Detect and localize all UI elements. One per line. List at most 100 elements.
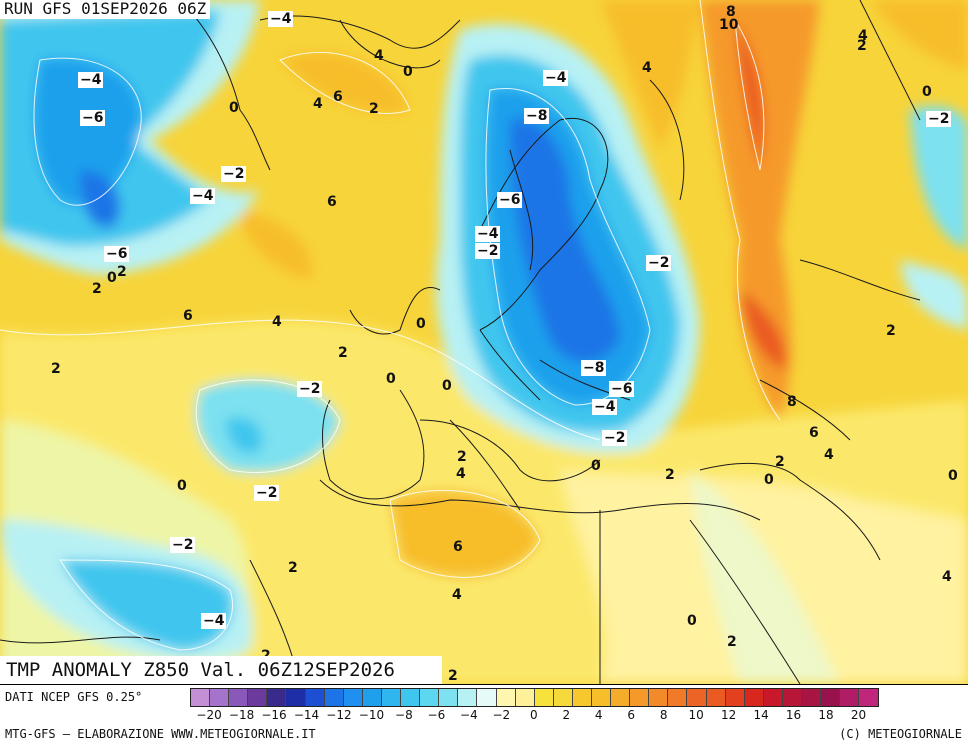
scale-tick: 8 xyxy=(659,708,668,722)
scale-swatch xyxy=(706,689,726,706)
contour-label: −6 xyxy=(104,246,130,262)
contour-label: 0 xyxy=(764,472,774,488)
scale-swatch xyxy=(591,689,612,706)
color-scale xyxy=(190,688,880,707)
scale-swatch xyxy=(439,689,459,706)
contour-label: 0 xyxy=(386,371,396,387)
contour-label: 4 xyxy=(858,28,868,44)
scale-swatch xyxy=(401,689,421,706)
scale-swatch xyxy=(782,689,802,706)
contour-label: −4 xyxy=(475,226,501,242)
scale-tick: 0 xyxy=(529,708,538,722)
contour-label: 2 xyxy=(51,361,61,377)
contour-label: 0 xyxy=(416,316,426,332)
scale-tick: −20 xyxy=(196,708,222,722)
contour-label: 2 xyxy=(369,101,379,117)
scale-ticks: −20 −18 −16 −14 −12 −10 −8 −6 −4 −2 0 2 4 6 8 10 12 14 16 1… xyxy=(190,708,966,724)
contour-label: 0 xyxy=(591,458,601,474)
scale-swatch xyxy=(840,689,860,706)
contour-label: 0 xyxy=(177,478,187,494)
contour-label: 6 xyxy=(183,308,193,324)
scale-tick: −4 xyxy=(460,708,478,722)
anomaly-map: −4 8 10 4 2 −4 4 0 −4 4 6 4 2 0 0 −6 −8 −2 −2 −4 6 −6 −4 −2 −6 0 2… xyxy=(0,0,968,684)
contour-label: 2 xyxy=(457,449,467,465)
scale-tick: 12 xyxy=(720,708,737,722)
contour-label: −2 xyxy=(602,430,628,446)
contour-label: 8 xyxy=(787,394,797,410)
contour-label: −4 xyxy=(268,11,294,27)
scale-tick: 14 xyxy=(753,708,769,722)
scale-swatch xyxy=(229,689,249,706)
contour-label: 6 xyxy=(809,425,819,441)
scale-swatch xyxy=(802,689,822,706)
contour-label: −2 xyxy=(646,255,672,271)
scale-tick: 10 xyxy=(688,708,704,722)
scale-swatch xyxy=(420,689,440,706)
scale-swatch xyxy=(496,689,516,706)
scale-tick: 20 xyxy=(850,708,867,722)
scale-swatch xyxy=(458,689,478,706)
contour-label: −2 xyxy=(170,537,196,553)
scale-tick: −18 xyxy=(228,708,255,722)
contour-label: 8 xyxy=(726,4,736,20)
contour-label: 2 xyxy=(448,668,458,684)
legend-footer: DATI NCEP GFS 0.25° −20 −18 −16 −14 −12 −10 −8… xyxy=(0,684,968,746)
contour-label: 0 xyxy=(922,84,932,100)
contour-label: −8 xyxy=(581,360,607,376)
scale-swatch xyxy=(687,689,707,706)
contour-label: 4 xyxy=(824,447,834,463)
contour-label: 0 xyxy=(229,100,239,116)
data-source: DATI NCEP GFS 0.25° xyxy=(5,690,143,704)
scale-swatch xyxy=(821,689,841,706)
scale-tick: 18 xyxy=(818,708,834,722)
scale-tick: −6 xyxy=(427,708,446,722)
scale-swatch xyxy=(362,689,382,706)
contour-label: 0 xyxy=(948,468,958,484)
contour-label: 10 xyxy=(719,17,739,33)
contour-label: 2 xyxy=(288,560,298,576)
contour-label: −2 xyxy=(254,485,280,501)
scale-swatch xyxy=(534,689,554,706)
credit-text: MTG-GFS — ELABORAZIONE WWW.METEOGIORNALE… xyxy=(5,727,316,741)
scale-swatch xyxy=(324,689,344,706)
scale-swatch xyxy=(611,689,631,706)
scale-swatch xyxy=(477,689,497,706)
scale-swatch xyxy=(248,689,268,706)
scale-tick: −14 xyxy=(293,708,320,722)
scale-tick: 2 xyxy=(562,708,571,722)
scale-tick: −16 xyxy=(261,708,287,722)
contour-label: 6 xyxy=(453,539,463,555)
contour-label: −6 xyxy=(609,381,635,397)
contour-label: 2 xyxy=(338,345,348,361)
contour-label: 4 xyxy=(272,314,282,330)
contour-label: 0 xyxy=(403,64,413,80)
contour-label: 0 xyxy=(442,378,452,394)
scale-swatch xyxy=(305,689,325,706)
scale-tick: 4 xyxy=(594,708,603,722)
scale-swatch xyxy=(191,689,211,706)
contour-label: 2 xyxy=(857,38,867,54)
contour-label: −6 xyxy=(80,110,106,126)
scale-swatch xyxy=(668,689,688,706)
scale-swatch xyxy=(267,689,287,706)
contour-label: 2 xyxy=(117,264,127,280)
contour-label: 4 xyxy=(456,466,466,482)
scale-tick: 16 xyxy=(785,708,802,722)
scale-swatch xyxy=(553,689,573,706)
contour-label: 2 xyxy=(775,454,785,470)
scale-swatch xyxy=(210,689,230,706)
contour-label: −2 xyxy=(475,243,501,259)
contour-label: −2 xyxy=(297,381,323,397)
scale-swatch xyxy=(572,689,592,706)
contour-label: 0 xyxy=(687,613,697,629)
scale-swatch xyxy=(744,689,764,706)
contour-label: 2 xyxy=(886,323,896,339)
contour-label: 2 xyxy=(727,634,737,650)
contour-label: 6 xyxy=(327,194,337,210)
scale-swatch xyxy=(725,689,745,706)
contour-label: −8 xyxy=(524,108,550,124)
scale-tick: 6 xyxy=(627,708,636,722)
contour-label: 4 xyxy=(942,569,952,585)
contour-label: −4 xyxy=(543,70,569,86)
contour-label: 2 xyxy=(92,281,102,297)
